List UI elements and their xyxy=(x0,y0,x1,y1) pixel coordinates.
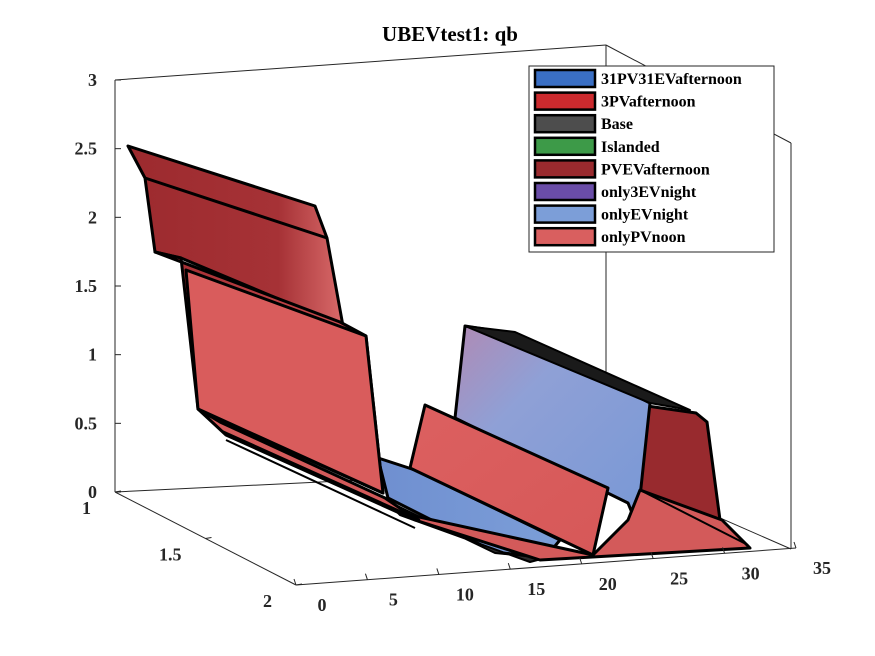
legend: 31PV31EVafternoon 3PVafternoon Base Islande… xyxy=(528,65,775,253)
chart-title: UBEVtest1: qb xyxy=(382,22,518,46)
y-axis-line xyxy=(114,491,297,586)
legend-label: onlyPVnoon xyxy=(601,229,686,246)
left-lower-front xyxy=(184,268,385,495)
z-tick-label: 0.5 xyxy=(75,413,98,433)
z-tick-label: 0 xyxy=(88,482,97,502)
x-tick-mark xyxy=(436,568,440,575)
y-tick-mark xyxy=(295,583,303,586)
x-tick-mark xyxy=(293,578,297,586)
legend-label: only3EVnight xyxy=(601,184,697,201)
legend-label: 31PV31EVafternoon xyxy=(601,71,742,88)
legend-swatch xyxy=(533,136,597,157)
x-tick-label: 20 xyxy=(599,574,617,594)
surface-group xyxy=(126,144,752,563)
z-tick-label: 1.5 xyxy=(75,276,98,296)
x-tick-label: 30 xyxy=(742,563,760,583)
legend-label: Base xyxy=(601,116,633,133)
y-tick-label: 1.5 xyxy=(159,545,182,565)
x-tick-mark xyxy=(579,557,583,565)
blue-wall-top xyxy=(464,325,691,411)
z-tick-label: 2.5 xyxy=(75,139,98,159)
legend-swatch xyxy=(533,113,597,134)
legend-swatch xyxy=(533,181,597,202)
legend-swatch xyxy=(533,159,597,179)
x-tick-mark xyxy=(507,562,511,570)
legend-label: Islanded xyxy=(601,139,660,156)
x-axis-line xyxy=(295,547,797,586)
x-tick-label: 0 xyxy=(318,595,327,615)
x-tick-label: 25 xyxy=(670,569,688,589)
z-tick-label: 3 xyxy=(88,70,97,90)
legend-swatch xyxy=(533,226,597,247)
legend-items: 31PV31EVafternoon 3PVafternoon Base Islande… xyxy=(533,68,742,247)
x-tick-label: 35 xyxy=(813,558,831,578)
x-tick-label: 15 xyxy=(527,579,545,599)
y-tick-label: 2 xyxy=(263,591,272,611)
x-tick-mark xyxy=(364,573,368,580)
legend-swatch xyxy=(533,204,597,224)
x-tick-mark xyxy=(722,547,726,554)
legend-swatch xyxy=(533,91,597,111)
y-tick-label: 1 xyxy=(82,498,91,518)
z-tick-label: 1 xyxy=(88,345,97,365)
legend-label: 3PVafternoon xyxy=(601,94,696,111)
z-tick-label: 2 xyxy=(88,207,97,227)
y-tick-mark xyxy=(205,537,212,539)
legend-swatch xyxy=(533,68,597,89)
x-tick-mark xyxy=(793,541,797,549)
legend-label: PVEVafternoon xyxy=(601,161,710,178)
x-tick-label: 5 xyxy=(389,590,398,610)
y-tick-mark xyxy=(114,490,122,493)
x-tick-label: 10 xyxy=(456,584,474,604)
legend-label: onlyEVnight xyxy=(601,207,689,224)
x-tick-mark xyxy=(650,552,654,559)
